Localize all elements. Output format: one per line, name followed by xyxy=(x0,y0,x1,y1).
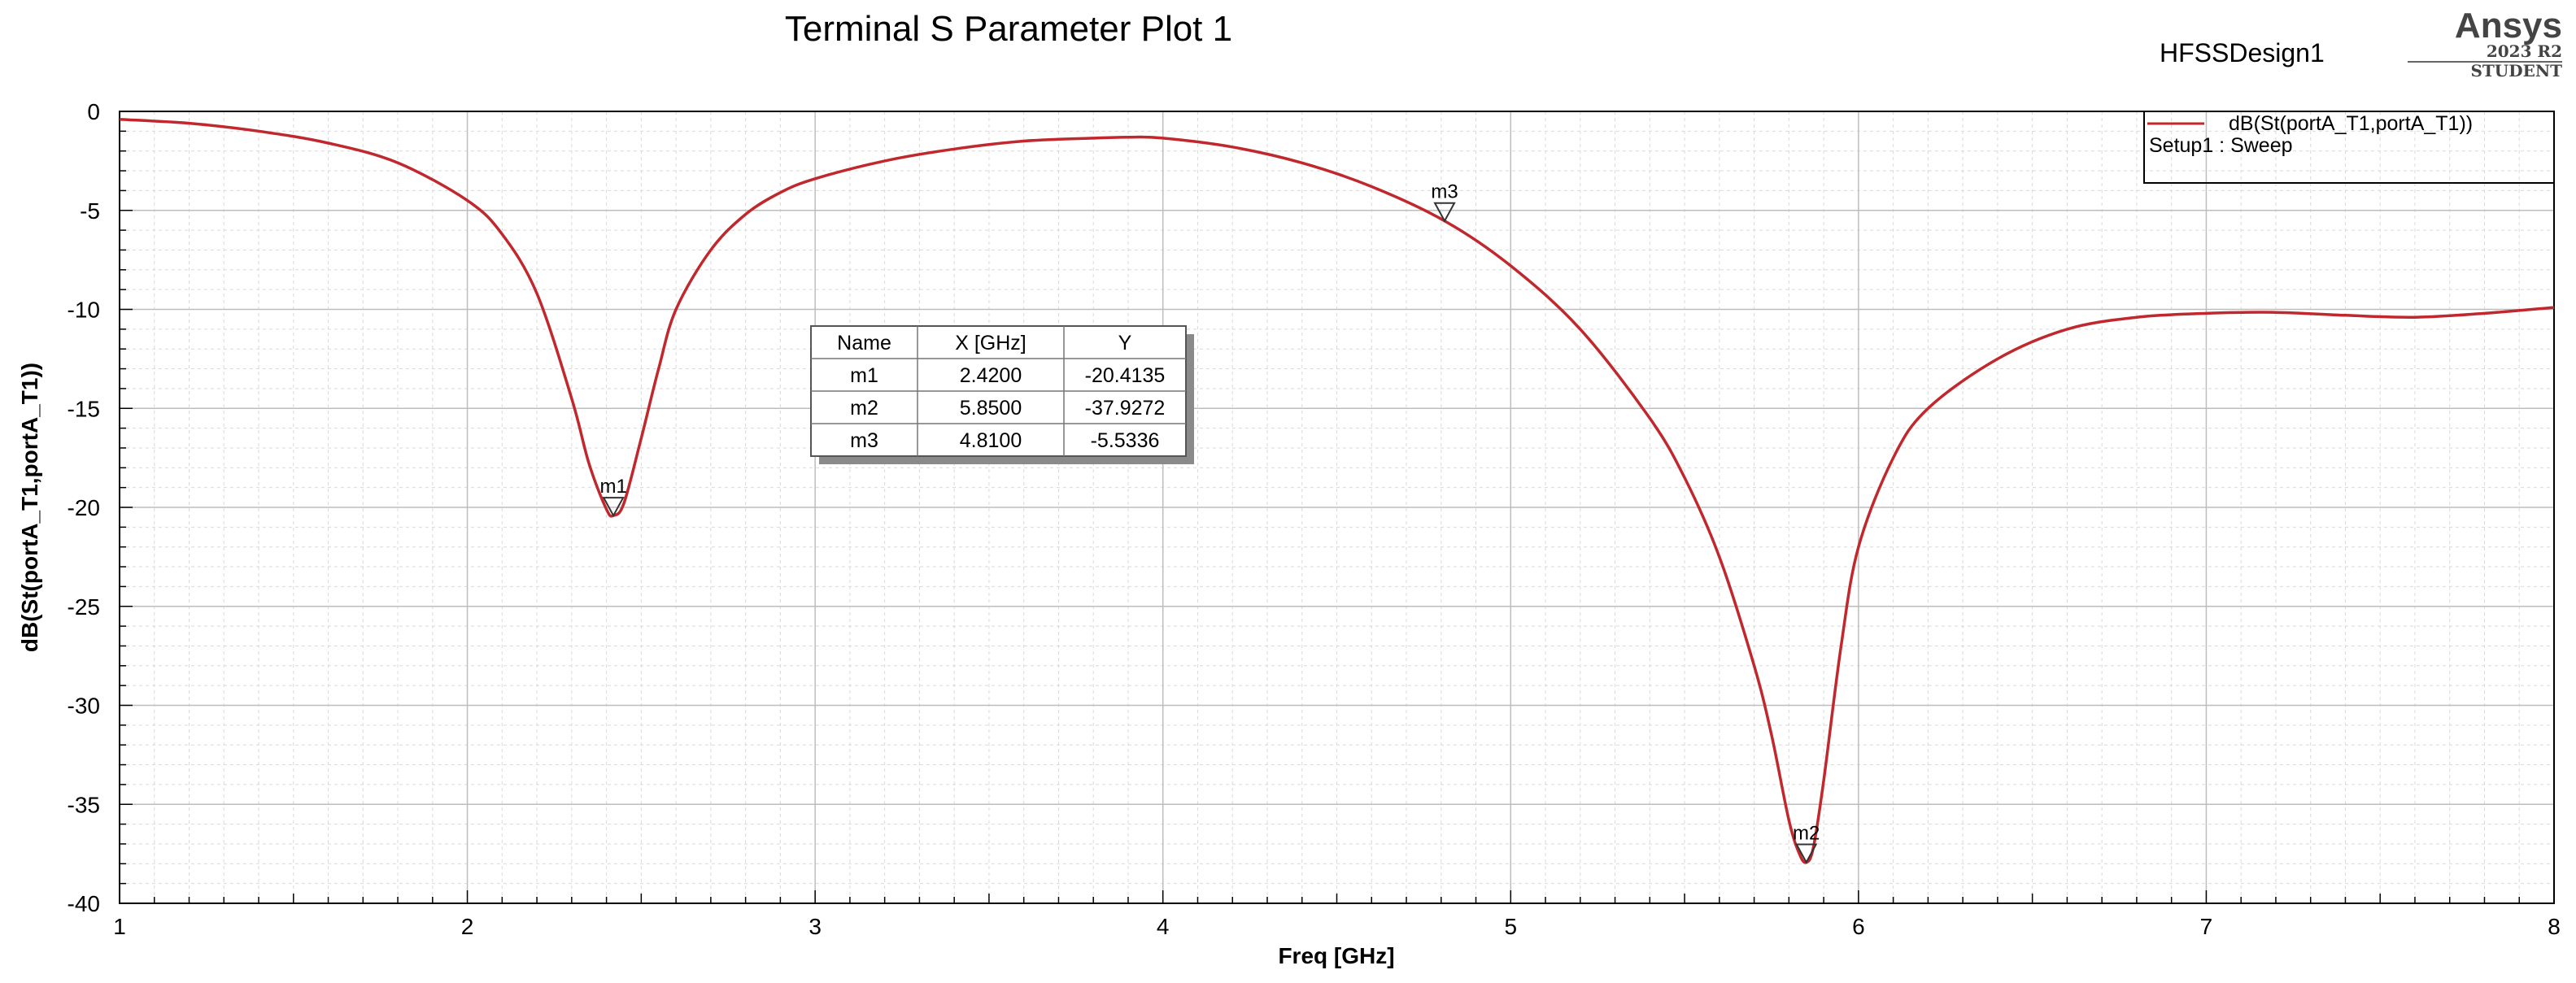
table-cell: -37.9272 xyxy=(1085,397,1166,420)
table-header-cell: Name xyxy=(837,332,891,354)
marker-label: m3 xyxy=(1431,181,1458,203)
marker-triangle-icon xyxy=(1433,202,1456,223)
y-axis-label: dB(St(portA_T1,portA_T1)) xyxy=(17,363,42,652)
table-cell: m2 xyxy=(850,397,878,420)
table-cell: m1 xyxy=(850,364,878,387)
legend: dB(St(portA_T1,portA_T1)) Setup1 : Sweep xyxy=(2143,111,2555,184)
x-tick-label: 3 xyxy=(809,914,822,939)
y-tick-label: -10 xyxy=(68,298,100,323)
y-tick-labels: 0 -5 -10 -15 -20 -25 -30 -35 -40 xyxy=(68,99,100,916)
data-markers: m1 m2 m3 xyxy=(599,181,1820,864)
x-tick-label: 5 xyxy=(1504,914,1517,939)
y-tick-label: -5 xyxy=(80,198,100,224)
chart-title: Terminal S Parameter Plot 1 xyxy=(785,9,1232,49)
plot-area xyxy=(119,111,2555,904)
brand-name: Ansys xyxy=(2455,6,2562,46)
table-cell: 2.4200 xyxy=(960,364,1022,387)
series-line-s11 xyxy=(119,117,2555,864)
brand-version: 2023 R2 xyxy=(2487,41,2562,61)
brand-edition: STUDENT xyxy=(2470,61,2562,80)
marker-m3[interactable]: m3 xyxy=(1431,181,1458,223)
x-tick-labels: 1 2 3 4 5 6 7 8 xyxy=(113,914,2561,939)
y-tick-label: 0 xyxy=(87,99,100,124)
marker-m2[interactable]: m2 xyxy=(1793,823,1820,864)
table-header-cell: X [GHz] xyxy=(955,332,1026,354)
y-tick-label: -40 xyxy=(68,891,100,916)
x-axis-label: Freq [GHz] xyxy=(1278,943,1394,968)
y-tick-label: -15 xyxy=(68,396,100,421)
marker-m1[interactable]: m1 xyxy=(599,476,627,518)
grid-lines xyxy=(119,111,2555,904)
y-tick-label: -20 xyxy=(68,495,100,520)
table-cell: -20.4135 xyxy=(1085,364,1166,387)
table-header-cell: Y xyxy=(1118,332,1132,354)
table-cell: -5.5336 xyxy=(1091,429,1160,452)
x-tick-label: 2 xyxy=(461,914,474,939)
marker-table[interactable]: Name X [GHz] Ym1 2.4200 -20.4135 m2 5.8500 -37.… xyxy=(810,325,1194,464)
marker-triangle-icon xyxy=(1795,843,1818,864)
marker-table-grid xyxy=(811,326,1186,456)
legend-box xyxy=(2143,111,2555,184)
y-tick-label: -25 xyxy=(68,594,100,620)
table-cell: m3 xyxy=(850,429,878,452)
x-tick-label: 1 xyxy=(113,914,126,939)
marker-table-cells: Name X [GHz] Ym1 2.4200 -20.4135 m2 5.8500 -37.… xyxy=(837,332,1165,452)
x-tick-label: 8 xyxy=(2548,914,2561,939)
axis-ticks xyxy=(120,130,2520,903)
marker-label: m1 xyxy=(599,476,626,498)
design-name: HFSSDesign1 xyxy=(2160,38,2325,67)
x-tick-label: 6 xyxy=(1852,914,1865,939)
marker-label: m2 xyxy=(1793,823,1820,845)
x-tick-label: 4 xyxy=(1157,914,1170,939)
x-tick-label: 7 xyxy=(2200,914,2213,939)
marker-triangle-icon xyxy=(602,497,625,518)
legend-series-label: dB(St(portA_T1,portA_T1)) xyxy=(2229,112,2473,135)
table-cell: 5.8500 xyxy=(960,397,1022,420)
table-cell: 4.8100 xyxy=(960,429,1022,452)
legend-setup-label: Setup1 : Sweep xyxy=(2149,134,2293,157)
y-tick-label: -35 xyxy=(68,792,100,817)
y-tick-label: -30 xyxy=(68,694,100,719)
ansys-logo: Ansys 2023 R2 STUDENT xyxy=(2408,6,2562,80)
plot-border xyxy=(119,111,2555,904)
